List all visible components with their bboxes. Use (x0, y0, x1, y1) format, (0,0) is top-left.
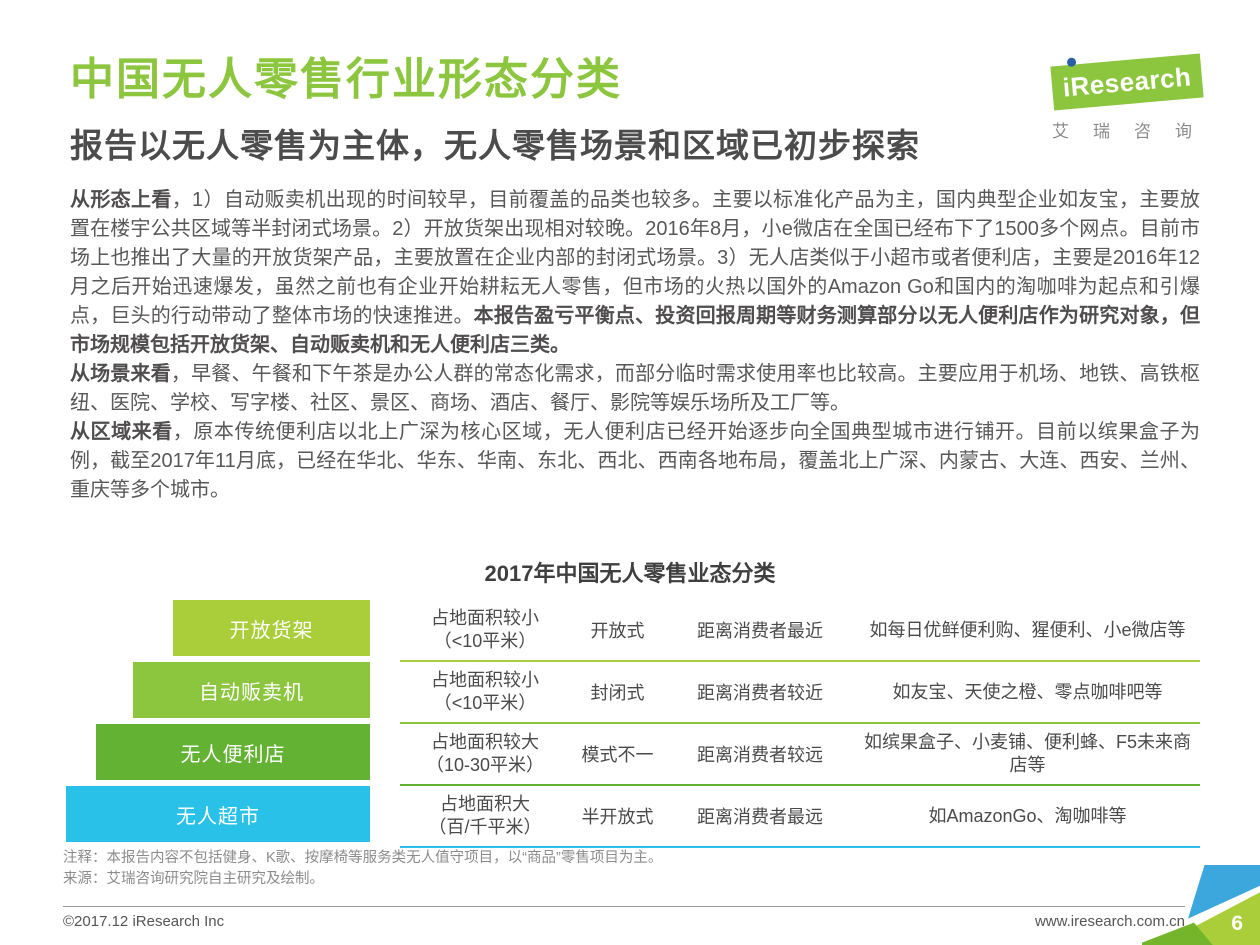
category-badge: 开放货架 (173, 600, 370, 656)
category-badge: 无人超市 (66, 786, 370, 842)
area-line1: 占地面积大 (440, 794, 530, 814)
logo-brand-text: iResearch (1061, 60, 1193, 103)
paragraph-lead: 从场景来看 (70, 363, 171, 385)
table-row: 自动贩卖机 占地面积较小 （<10平米） 封闭式 距离消费者较近 如友宝、天使之… (0, 662, 1260, 724)
website-link[interactable]: www.iresearch.com.cn (1034, 913, 1185, 930)
cell-area: 占地面积大 （百/千平米） (400, 793, 570, 839)
area-line2: （10-30平米） (425, 755, 545, 775)
source-line: 来源：艾瑞咨询研究院自主研究及绘制。 (63, 871, 324, 887)
cell-examples: 如每日优鲜便利购、猩便利、小e微店等 (869, 619, 1186, 640)
paragraph-regions: 从区域来看，原本传统便利店以北上广深为核心区域，无人便利店已经开始逐步向全国典型… (70, 418, 1200, 505)
cell-distance: 距离消费者最近 (697, 621, 823, 641)
copyright-text: ©2017.12 iResearch Inc (63, 913, 225, 930)
logo-caption: 艾瑞咨询 (1052, 122, 1216, 141)
logo-i-dot-icon (1066, 57, 1077, 68)
table-title: 2017年中国无人零售业态分类 (484, 561, 776, 586)
page-title: 中国无人零售行业形态分类 (70, 55, 622, 104)
page-number: 6 (1231, 912, 1243, 935)
area-line2: （百/千平米） (428, 817, 542, 837)
page-subtitle: 报告以无人零售为主体，无人零售场景和区域已初步探索 (70, 127, 920, 164)
table-row: 开放货架 占地面积较小 （<10平米） 开放式 距离消费者最近 如每日优鲜便利购… (0, 600, 1260, 662)
paragraph-emphasis: 本报告盈亏平衡点、投资回报周期等财务测算部分以无人便利店作为研究对象，但市场规模… (70, 305, 1201, 356)
corner-decoration: 6 (1142, 865, 1260, 945)
cell-area: 占地面积较小 （<10平米） (400, 669, 570, 715)
paragraph-lead: 从区域来看 (70, 421, 173, 443)
row-cells: 占地面积大 （百/千平米） 半开放式 距离消费者最远 如AmazonGo、淘咖啡… (400, 786, 1200, 848)
header-block: 中国无人零售行业形态分类 报告以无人零售为主体，无人零售场景和区域已初步探索 (0, 0, 1260, 166)
classification-table: 开放货架 占地面积较小 （<10平米） 开放式 距离消费者最近 如每日优鲜便利购… (0, 600, 1260, 848)
area-line2: （<10平米） (433, 631, 537, 651)
body-text: 从形态上看，1）自动贩卖机出现的时间较早，目前覆盖的品类也较多。主要以标准化产品… (0, 186, 1260, 524)
table-row: 无人超市 占地面积大 （百/千平米） 半开放式 距离消费者最远 如AmazonG… (0, 786, 1260, 848)
cell-distance: 距离消费者最远 (697, 807, 823, 827)
paragraph-body: ，原本传统便利店以北上广深为核心区域，无人便利店已经开始逐步向全国典型城市进行铺… (70, 421, 1201, 501)
row-cells: 占地面积较大 （10-30平米） 模式不一 距离消费者较远 如缤果盒子、小麦铺、… (400, 724, 1200, 786)
cell-area: 占地面积较大 （10-30平米） (400, 731, 570, 777)
cell-examples: 如缤果盒子、小麦铺、便利蜂、F5未来商店等 (863, 732, 1191, 775)
category-badge: 无人便利店 (96, 724, 370, 780)
table-row: 无人便利店 占地面积较大 （10-30平米） 模式不一 距离消费者较远 如缤果盒… (0, 724, 1260, 786)
row-cells: 占地面积较小 （<10平米） 封闭式 距离消费者较近 如友宝、天使之橙、零点咖啡… (400, 662, 1200, 724)
footer-divider (63, 906, 1185, 907)
area-line1: 占地面积较小 (431, 608, 539, 628)
cell-distance: 距离消费者较近 (697, 683, 823, 703)
paragraph-scenes: 从场景来看，早餐、午餐和下午茶是办公人群的常态化需求，而部分临时需求使用率也比较… (70, 360, 1200, 418)
area-line1: 占地面积较大 (431, 732, 539, 752)
cell-mode: 半开放式 (581, 807, 654, 827)
cell-distance: 距离消费者较远 (697, 745, 823, 765)
paragraph-body: ，1）自动贩卖机出现的时间较早，目前覆盖的品类也较多。主要以标准化产品为主，国内… (70, 189, 1201, 327)
cell-mode: 封闭式 (590, 683, 645, 703)
paragraph-body: ，早餐、午餐和下午茶是办公人群的常态化需求，而部分临时需求使用率也比较高。主要应… (70, 363, 1201, 414)
cell-mode: 开放式 (590, 621, 645, 641)
area-line2: （<10平米） (433, 693, 537, 713)
footnotes: 注释：本报告内容不包括健身、K歌、按摩椅等服务类无人值守项目，以“商品”零售项目… (63, 848, 662, 890)
category-badge: 自动贩卖机 (133, 662, 370, 718)
iresearch-logo: iResearch 艾瑞咨询 (1042, 53, 1204, 142)
paragraph-morphology: 从形态上看，1）自动贩卖机出现的时间较早，目前覆盖的品类也较多。主要以标准化产品… (70, 186, 1200, 360)
note-line: 注释：本报告内容不包括健身、K歌、按摩椅等服务类无人值守项目，以“商品”零售项目… (63, 850, 663, 866)
cell-area: 占地面积较小 （<10平米） (400, 607, 570, 653)
area-line1: 占地面积较小 (431, 670, 539, 690)
row-cells: 占地面积较小 （<10平米） 开放式 距离消费者最近 如每日优鲜便利购、猩便利、… (400, 600, 1200, 662)
iresearch-logo-mark: iResearch (1050, 53, 1204, 111)
cell-examples: 如AmazonGo、淘咖啡等 (928, 805, 1127, 826)
cell-mode: 模式不一 (581, 745, 654, 765)
paragraph-lead: 从形态上看 (70, 189, 172, 211)
cell-examples: 如友宝、天使之橙、零点咖啡吧等 (892, 681, 1163, 702)
